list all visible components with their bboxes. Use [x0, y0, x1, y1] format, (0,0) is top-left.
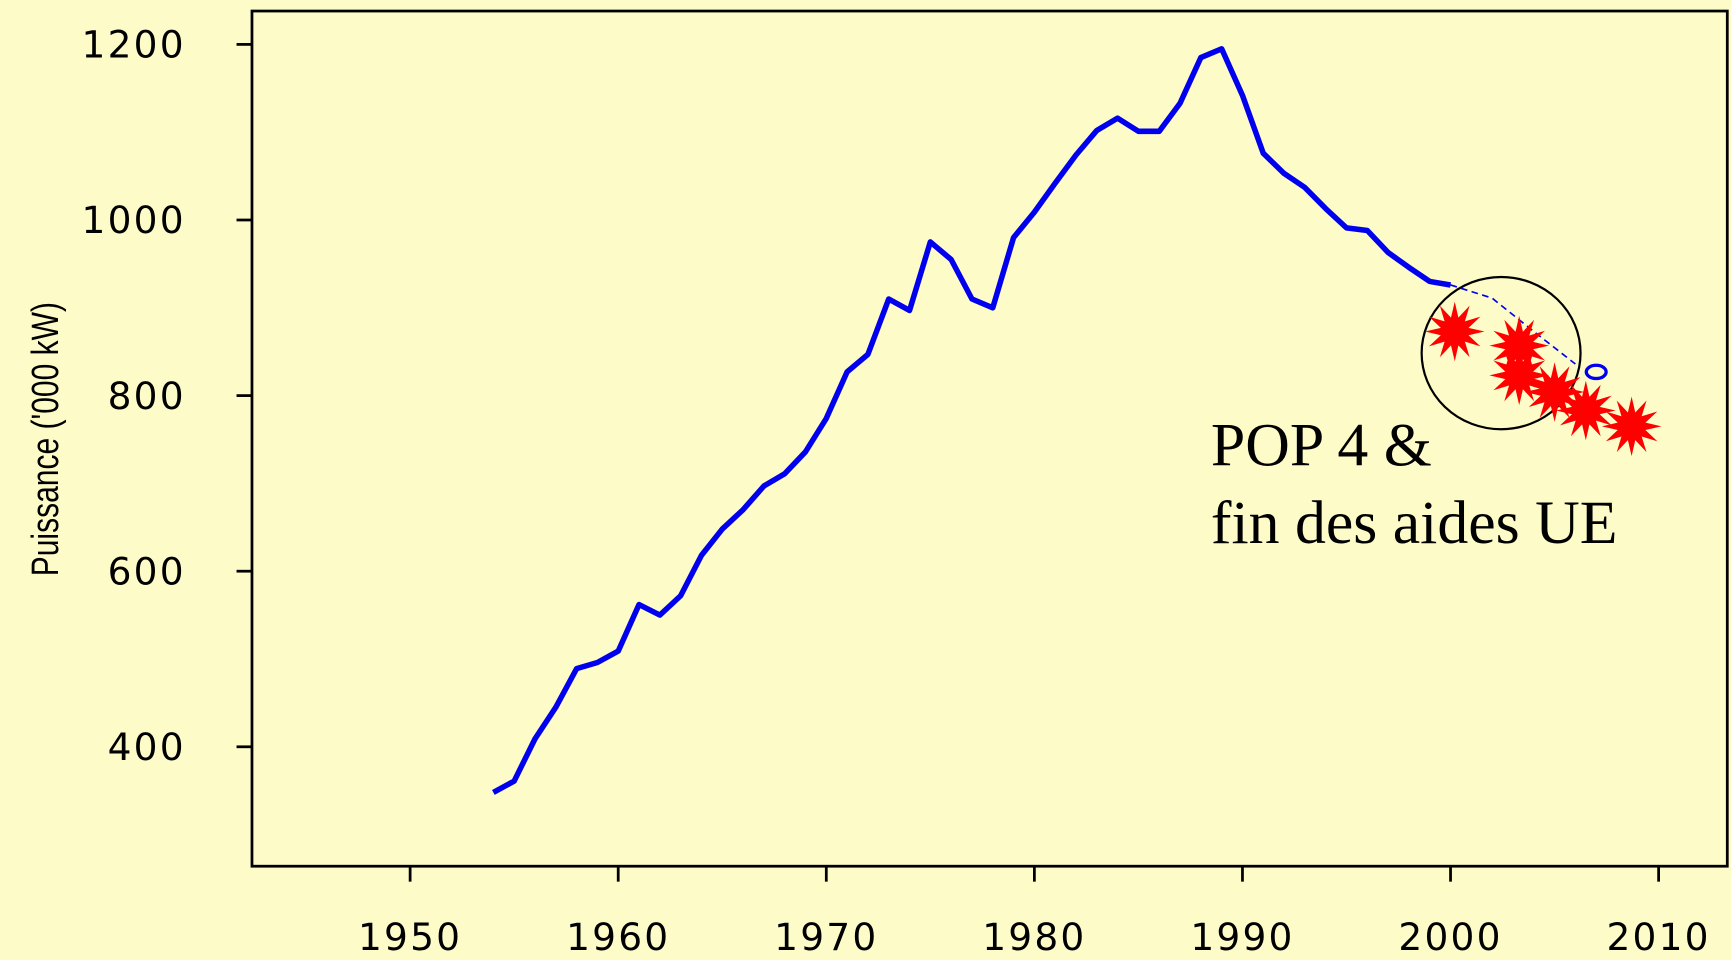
x-tick-label: 2000 — [1398, 915, 1502, 959]
x-tick-label: 1970 — [774, 915, 878, 959]
star-marker — [1524, 362, 1585, 422]
star-marker — [1489, 345, 1549, 406]
annotation: POP 4 & — [1211, 412, 1432, 480]
star-marker — [1556, 380, 1616, 441]
y-tick-label: 1000 — [82, 198, 186, 242]
x-tick-label: 1990 — [1190, 915, 1294, 959]
y-tick-label: 800 — [108, 374, 186, 418]
x-tick-label: 1950 — [358, 915, 462, 959]
x-tick-label: 1960 — [566, 915, 670, 959]
annotation: fin des aides UE — [1211, 489, 1618, 557]
star-marker — [1601, 396, 1662, 457]
x-tick-label: 2010 — [1606, 915, 1710, 959]
x-tick-label: 1980 — [982, 915, 1086, 959]
line — [492, 46, 1451, 795]
highlight-circle — [1420, 275, 1582, 431]
star-marker — [1424, 301, 1485, 362]
plot-frame — [250, 9, 1729, 868]
line — [1450, 284, 1576, 365]
y-tick-label: 400 — [108, 725, 186, 769]
y-tick-label: 1200 — [82, 23, 186, 67]
point — [1584, 363, 1608, 381]
y-tick-label: 600 — [108, 549, 186, 593]
y-axis-label: Puissance ('000 kW) — [25, 302, 67, 576]
